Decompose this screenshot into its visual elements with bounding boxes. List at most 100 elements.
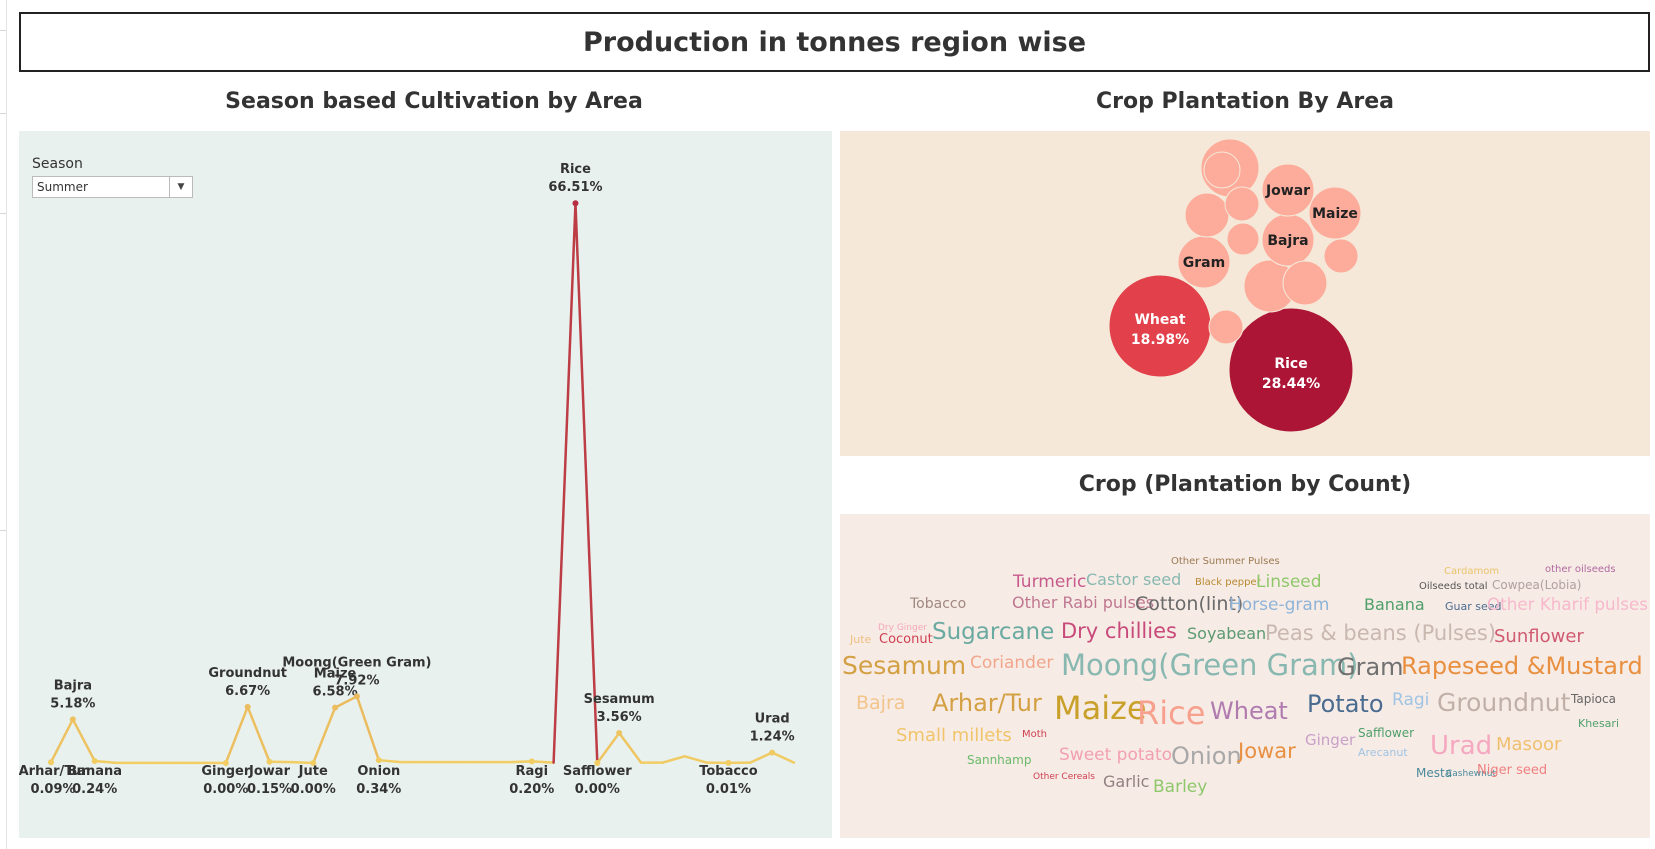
word-cloud-word[interactable]: Small millets	[896, 725, 1012, 746]
line-point[interactable]	[310, 760, 317, 766]
word-cloud-word[interactable]: Sannhamp	[967, 753, 1031, 767]
word-cloud-word[interactable]: Dry Ginger	[878, 623, 927, 633]
bubble-crop[interactable]	[1184, 192, 1230, 238]
word-cloud-title: Crop (Plantation by Count)	[1078, 472, 1412, 497]
bubble-maize[interactable]	[1308, 186, 1362, 240]
word-cloud-word[interactable]: Other Rabi pulses	[1012, 593, 1154, 612]
word-cloud-word[interactable]: Castor seed	[1086, 570, 1181, 589]
line-point[interactable]	[616, 730, 623, 737]
line-point[interactable]	[528, 758, 535, 765]
crop-word-cloud: Other Summer Pulses Cardamom other oilseed…	[840, 514, 1650, 838]
word-cloud-word[interactable]: Rice	[1137, 694, 1205, 732]
line-point[interactable]	[769, 749, 776, 756]
word-cloud-word[interactable]: Barley	[1153, 777, 1207, 797]
bubble-crop[interactable]	[1203, 151, 1241, 189]
word-cloud-word[interactable]: Rapeseed &Mustard	[1401, 652, 1643, 680]
word-cloud-svg: Other Summer Pulses Cardamom other oilseed…	[842, 556, 1648, 797]
point-value-label: 6.58%	[313, 685, 358, 700]
word-cloud-word[interactable]: Safflower	[1358, 726, 1414, 740]
bubble-chart-title: Crop Plantation By Area	[1096, 89, 1394, 114]
word-cloud-word[interactable]: Arecanut	[1358, 746, 1408, 759]
word-cloud-word[interactable]: Guar seed	[1445, 600, 1502, 613]
word-cloud-word[interactable]: Tapioca	[1570, 692, 1616, 706]
word-cloud-word[interactable]: Maize	[1054, 689, 1147, 727]
word-cloud-word[interactable]: Peas & beans (Pulses)	[1265, 621, 1496, 645]
word-cloud-word[interactable]: Tobacco	[909, 596, 966, 612]
chevron-down-icon[interactable]: ▼	[169, 177, 192, 197]
word-cloud-word[interactable]: Cowpea(Lobia)	[1492, 578, 1581, 592]
line-point[interactable]	[572, 200, 579, 207]
bubble-svg: Rice 28.44% Wheat 18.98% Bajra Jowar Gram Maize	[1108, 138, 1362, 433]
line-point[interactable]	[266, 758, 273, 765]
point-value-label: 6.67%	[225, 684, 270, 699]
word-cloud-word[interactable]: Sesamum	[842, 651, 966, 680]
word-cloud-word[interactable]: Ragi	[1392, 690, 1429, 710]
word-cloud-word[interactable]: Khesari	[1578, 717, 1619, 730]
line-point[interactable]	[332, 704, 339, 711]
word-cloud-word[interactable]: Sunflower	[1494, 626, 1584, 647]
word-cloud-word[interactable]: Jute	[849, 633, 872, 646]
word-cloud-word[interactable]: Turmeric	[1012, 572, 1086, 592]
line-point[interactable]	[594, 760, 601, 766]
word-cloud-word[interactable]: Oilseeds total	[1419, 581, 1488, 592]
word-cloud-word[interactable]: Soyabean	[1187, 624, 1266, 643]
word-cloud-word[interactable]: Wheat	[1210, 697, 1288, 725]
word-cloud-word[interactable]: Coriander	[970, 653, 1053, 673]
word-cloud-word[interactable]: Cotton(lint)	[1135, 593, 1243, 615]
point-name-label: Sesamum	[584, 692, 655, 707]
season-dropdown[interactable]: Summer ▼	[32, 176, 193, 198]
bubble-name-label: Wheat	[1134, 312, 1185, 328]
line-point[interactable]	[725, 759, 732, 766]
word-cloud-word[interactable]: Arhar/Tur	[932, 689, 1042, 717]
point-value-label: 0.00%	[291, 782, 336, 797]
word-cloud-word[interactable]: Sugarcane	[932, 619, 1054, 645]
bubble-crop[interactable]	[1323, 238, 1359, 274]
word-cloud-word[interactable]: Groundnut	[1437, 688, 1571, 717]
word-cloud-word[interactable]: Linseed	[1256, 572, 1322, 592]
line-point[interactable]	[48, 759, 54, 766]
line-point[interactable]	[69, 716, 76, 723]
word-cloud-word[interactable]: Moth	[1022, 729, 1047, 740]
word-cloud-word[interactable]: Horse-gram	[1229, 595, 1329, 615]
word-cloud-word[interactable]: Sweet potato	[1059, 745, 1172, 765]
word-cloud-word[interactable]: Urad	[1430, 731, 1492, 761]
word-cloud-word[interactable]: Cashewnut	[1446, 769, 1496, 779]
point-name-label: Banana	[67, 764, 122, 779]
bubble-crop[interactable]	[1224, 186, 1260, 222]
point-name-label: Groundnut	[208, 666, 287, 681]
word-cloud-word[interactable]: Other Cereals	[1033, 772, 1095, 782]
word-cloud-word[interactable]: Cardamom	[1444, 566, 1499, 577]
word-cloud-word[interactable]: other oilseeds	[1545, 564, 1616, 575]
word-cloud-word[interactable]: Banana	[1364, 595, 1425, 614]
point-name-label: Urad	[755, 712, 790, 727]
line-point[interactable]	[375, 757, 382, 764]
bubble-jowar[interactable]	[1261, 163, 1315, 217]
line-point[interactable]	[353, 693, 360, 700]
word-cloud-word[interactable]: Gram	[1337, 653, 1404, 681]
word-cloud-word[interactable]: Masoor	[1496, 734, 1562, 755]
word-cloud-word[interactable]: Dry chillies	[1061, 619, 1177, 643]
bubble-crop[interactable]	[1208, 309, 1244, 345]
word-cloud-word[interactable]: Niger seed	[1477, 763, 1547, 778]
bubble-crop[interactable]	[1226, 222, 1260, 256]
word-cloud-word[interactable]: Onion	[1171, 742, 1242, 770]
line-segment	[224, 705, 249, 765]
point-name-label: Rice	[560, 162, 591, 177]
word-cloud-word[interactable]: Other Summer Pulses	[1171, 556, 1280, 567]
word-cloud-word[interactable]: Jowar	[1236, 739, 1296, 763]
line-point[interactable]	[91, 757, 98, 764]
line-point[interactable]	[222, 760, 229, 766]
bubble-rice[interactable]	[1228, 307, 1354, 433]
line-point[interactable]	[244, 703, 251, 710]
word-cloud-word[interactable]: Potato	[1307, 690, 1384, 718]
word-cloud-word[interactable]: Mesta	[1416, 766, 1452, 780]
word-cloud-word[interactable]: Coconut	[879, 632, 933, 647]
point-name-label: Jute	[298, 764, 328, 779]
word-cloud-word[interactable]: Garlic	[1103, 772, 1149, 791]
word-cloud-word[interactable]: Black pepper	[1195, 577, 1262, 588]
word-cloud-word[interactable]: Moong(Green Gram)	[1061, 648, 1358, 682]
word-cloud-word[interactable]: Ginger	[1305, 731, 1356, 749]
word-cloud-word[interactable]: Other Kharif pulses	[1487, 595, 1648, 615]
word-cloud-word[interactable]: Bajra	[856, 692, 905, 714]
bubble-crop[interactable]	[1282, 260, 1328, 306]
